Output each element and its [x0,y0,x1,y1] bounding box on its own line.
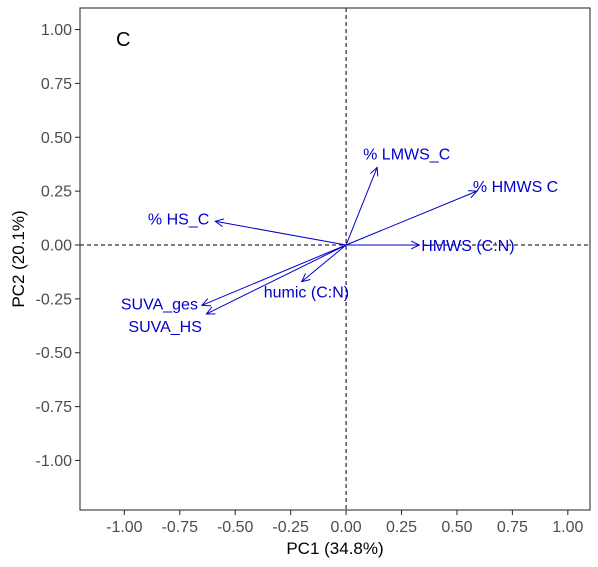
x-tick-label: -1.00 [106,519,143,536]
y-axis: 1.00 0.75 0.50 0.25 0.00 -0.25 -0.50 -0.75 -1.00 [36,22,80,470]
y-tick-label: 1.00 [41,22,72,39]
loading-vectors: % LMWS_C % HMWS C % HS_C HMWS (C:N) humic (C… [121,146,558,336]
y-tick-label: 0.50 [41,130,72,147]
arrowhead-hmws-c-n [410,240,421,250]
x-tick-label: 0.00 [331,519,362,536]
arrowhead-suva-ges [200,298,211,307]
arrowhead-suva-hs [205,306,216,315]
vector-hs-c [215,220,347,246]
y-tick-label: -0.25 [36,291,73,308]
vector-label-suva-hs: SUVA_HS [128,319,202,336]
y-tick-label: 0.25 [41,184,72,201]
vector-label-hmws-c-n: HMWS (C:N) [421,238,514,255]
y-tick-label: -1.00 [36,453,73,470]
y-tick-label: -0.50 [36,345,73,362]
panel-label: C [116,29,130,51]
vector-suva-hs [206,244,347,315]
reference-lines [80,8,590,510]
x-tick-label: -0.75 [162,519,199,536]
x-tick-label: 0.50 [441,519,472,536]
x-tick-label: 0.25 [386,519,417,536]
x-tick-label: 0.75 [497,519,528,536]
x-axis: -1.00 -0.75 -0.50 -0.25 0.00 0.25 0.50 0.75 1.00 [106,510,583,536]
vector-lmws-c [345,167,378,246]
vector-label-suva-ges: SUVA_ges [121,296,198,313]
y-axis-title: PC2 (20.1%) [9,210,28,307]
vector-suva-ges [201,244,347,306]
vector-label-humic-c-n: humic (C:N) [264,285,349,302]
vector-hmws-c [345,190,478,246]
arrowhead-hmws-c [467,190,478,199]
arrowhead-hs-c [214,218,225,227]
arrowhead-lmws-c [370,166,379,177]
vector-label-lmws-c: % LMWS_C [363,146,450,163]
y-tick-label: 0.75 [41,76,72,93]
plot-panel-border [79,7,591,511]
vector-humic-c-n [301,244,347,283]
vector-label-hs-c: % HS_C [148,211,209,228]
x-axis-title: PC1 (34.8%) [286,539,383,558]
y-tick-label: -0.75 [36,399,73,416]
vector-label-hmws-c: % HMWS C [473,179,558,196]
arrowhead-humic-c-n [300,273,311,283]
x-tick-label: -0.50 [217,519,254,536]
y-tick-label: 0.00 [41,237,72,254]
x-tick-label: -0.25 [272,519,309,536]
x-tick-label: 1.00 [552,519,583,536]
